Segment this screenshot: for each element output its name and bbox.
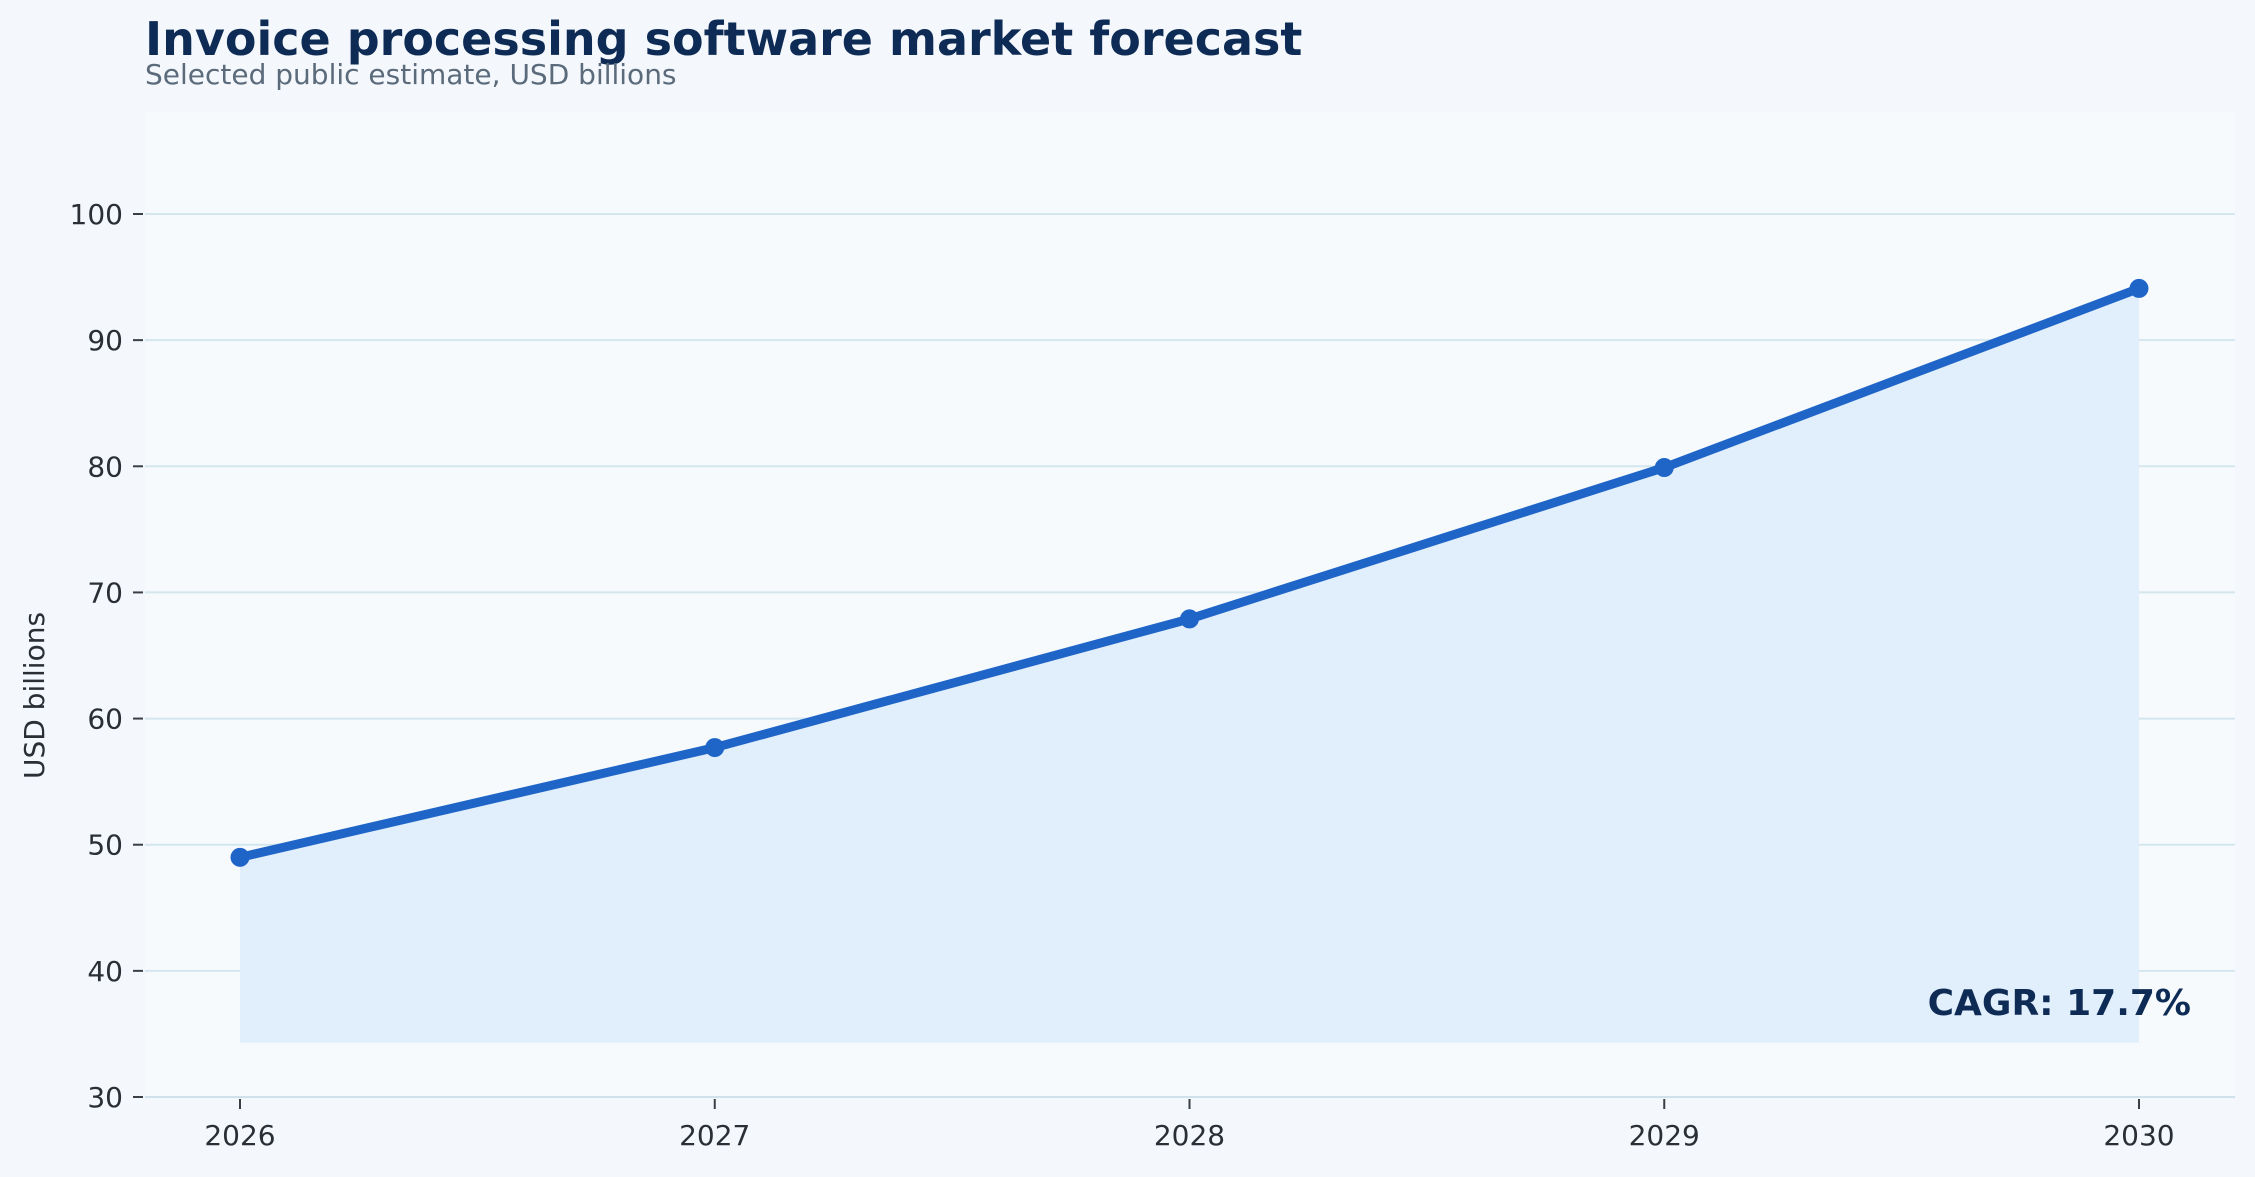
y-tick-label: 50: [87, 829, 123, 862]
y-tick-label: 100: [70, 198, 123, 231]
chart-title: Invoice processing software market forec…: [145, 12, 1303, 66]
chart-subtitle: Selected public estimate, USD billions: [145, 58, 677, 91]
y-axis-label: USD billions: [18, 612, 51, 779]
y-tick-label: 40: [87, 955, 123, 988]
data-point: [1180, 609, 1199, 629]
y-tick-label: 80: [87, 450, 123, 483]
data-point: [230, 847, 250, 867]
x-tick-label: 2027: [679, 1119, 750, 1152]
x-axis: 2026 2027 2028 2029 2030: [204, 1099, 2175, 1152]
data-point: [705, 738, 725, 758]
y-axis: 30 40 50 60 70 80 90 100: [70, 198, 143, 1114]
y-tick-label: 60: [87, 703, 123, 736]
cagr-annotation: CAGR: 17.7%: [1928, 983, 2191, 1024]
data-points: [230, 278, 2149, 867]
x-tick-label: 2028: [1154, 1119, 1225, 1152]
y-tick-label: 70: [87, 576, 123, 609]
x-tick-label: 2030: [2103, 1119, 2174, 1152]
data-point: [1654, 458, 1674, 478]
y-tick-label: 90: [87, 324, 123, 357]
x-tick-label: 2029: [1629, 1119, 1700, 1152]
x-tick-label: 2026: [204, 1119, 275, 1152]
y-tick-label: 30: [87, 1081, 123, 1114]
data-point: [2129, 278, 2149, 298]
